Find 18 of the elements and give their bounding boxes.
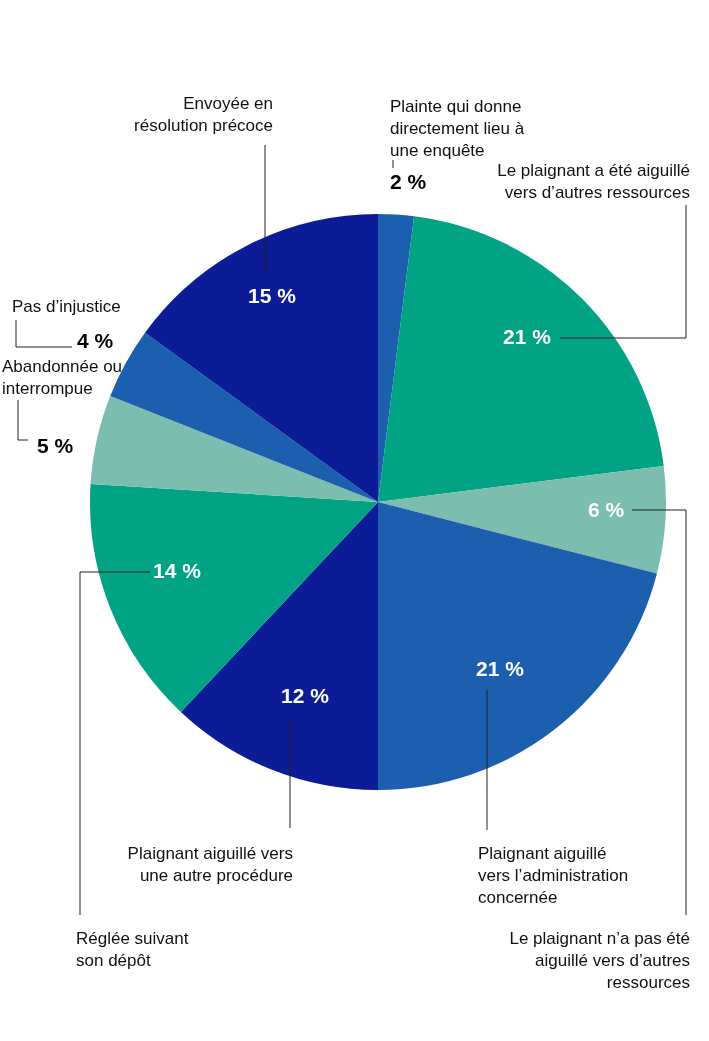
data-label: 5 %: [36, 433, 74, 457]
data-label: 4 %: [76, 328, 114, 352]
data-label: 12 %: [281, 683, 330, 707]
data-label: 21 %: [503, 324, 552, 348]
slice-label: Le plaignant n’a pas été aiguillé vers d’autres ressources: [509, 929, 690, 992]
slice-label: Le plaignant a été aiguillé vers d’autres ressources: [497, 161, 690, 202]
slice-label: Plaignant aiguillé vers l’administration concernée: [478, 844, 629, 907]
data-label: 15 %: [248, 283, 297, 307]
data-label: 21 %: [476, 656, 525, 680]
data-label: 2 %: [389, 169, 427, 193]
slice-label: Abandonnée ou interrompue: [2, 357, 123, 398]
slice-label: Plainte qui donne directement lieu à une enquête: [390, 97, 525, 160]
slice-label: Réglée suivant son dépôt: [76, 929, 189, 970]
slice-label: Plaignant aiguillé vers une autre procédure: [127, 844, 293, 885]
data-label: 6 %: [587, 497, 625, 521]
slice-label: Envoyée en résolution précoce: [134, 94, 273, 135]
slice-label: Pas d’injustice: [12, 297, 121, 316]
data-label: 14 %: [153, 558, 202, 582]
